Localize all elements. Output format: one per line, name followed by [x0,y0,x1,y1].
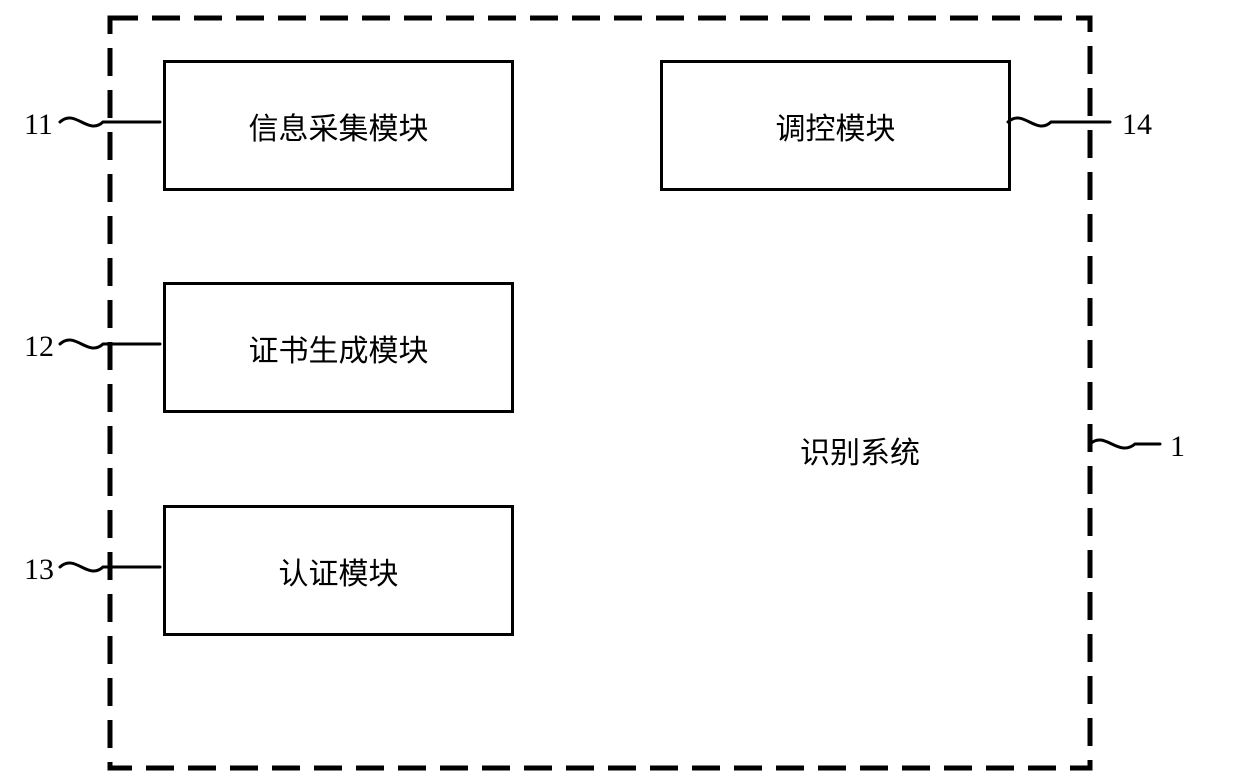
box-13-ref: 13 [24,553,54,587]
box-13: 认证模块 [163,505,514,636]
box-12-ref: 12 [24,330,54,364]
box-14: 调控模块 [660,60,1011,191]
box-14-label: 调控模块 [776,104,896,148]
box-11-label: 信息采集模块 [249,104,429,148]
box-11: 信息采集模块 [163,60,514,191]
system-label: 识别系统 [800,428,920,472]
system-ref: 1 [1170,430,1185,464]
box-12: 证书生成模块 [163,282,514,413]
box-12-label: 证书生成模块 [249,326,429,370]
box-11-ref: 11 [24,108,53,142]
diagram-canvas: 信息采集模块证书生成模块认证模块 调控模块 11 12 13 14 识别系统 1 [0,0,1240,784]
box-13-label: 认证模块 [279,549,399,593]
box-14-ref: 14 [1122,108,1152,142]
